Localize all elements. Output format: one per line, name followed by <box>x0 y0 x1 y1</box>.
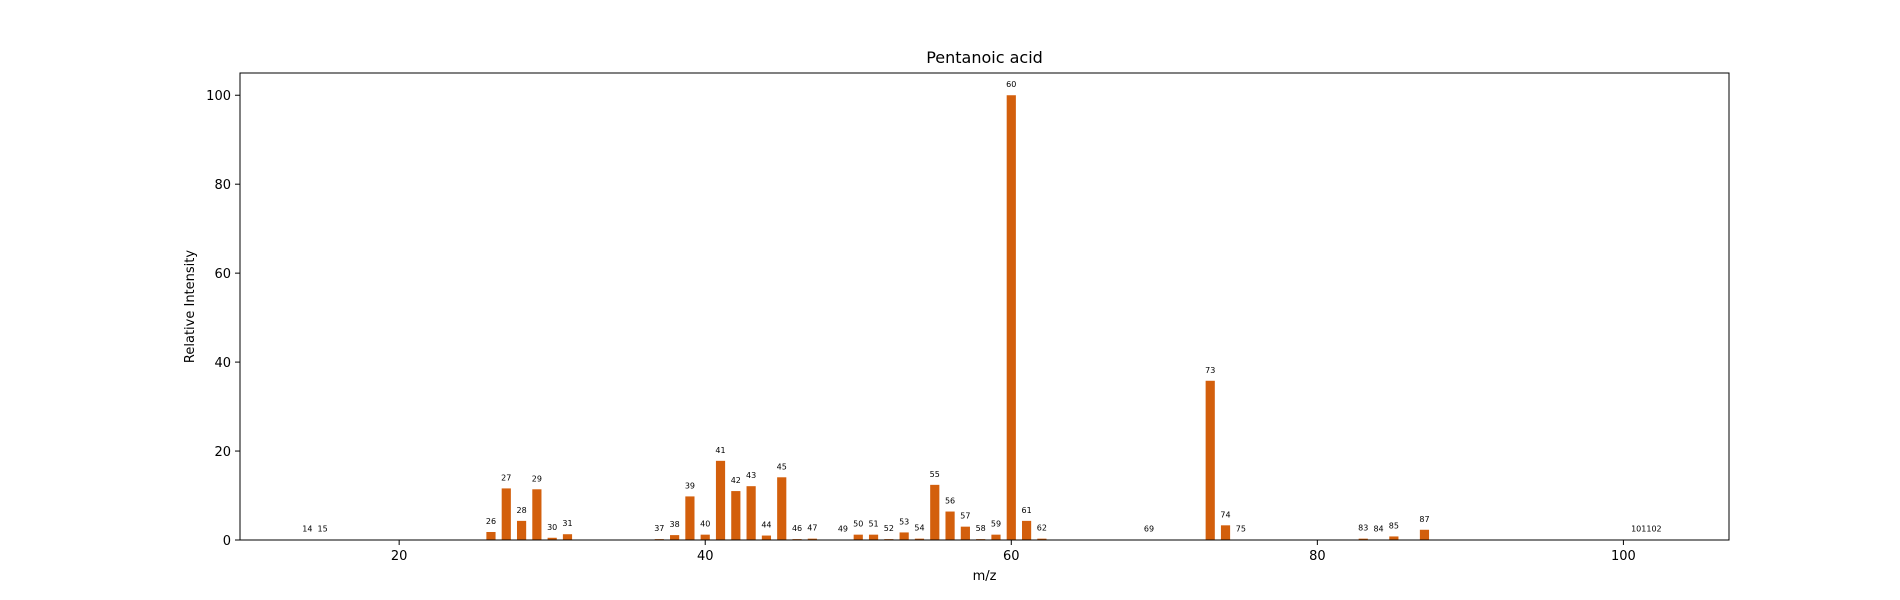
bar-31 <box>562 534 573 540</box>
bar-53 <box>899 532 909 540</box>
bar-54 <box>914 538 925 540</box>
bar-label-60: 60 <box>1006 80 1016 89</box>
x-tick-label: 20 <box>391 549 408 564</box>
bar-label-30: 30 <box>547 523 557 532</box>
bar-label-44: 44 <box>761 521 771 530</box>
bar-85 <box>1389 536 1399 540</box>
y-tick-label: 20 <box>214 445 231 460</box>
bar-label-14: 14 <box>302 525 312 534</box>
bar-56 <box>945 511 955 540</box>
bar-label-27: 27 <box>501 473 511 482</box>
bar-labels: 14 15 26 27 28 29 30 31 37 38 39 40 41 42 43 44 45 46 47 49… <box>302 80 1661 533</box>
bar-label-43: 43 <box>746 471 756 480</box>
bar-28 <box>516 520 527 540</box>
bar-label-15: 15 <box>318 525 328 534</box>
x-tick-label: 40 <box>697 549 714 564</box>
bar-74 <box>1220 525 1231 540</box>
bar-label-37: 37 <box>654 524 664 533</box>
bar-label-26: 26 <box>486 517 496 526</box>
bar-label-29: 29 <box>532 474 542 483</box>
bar-55 <box>930 484 940 540</box>
bar-45 <box>777 477 787 540</box>
bar-label-50: 50 <box>853 520 863 529</box>
y-tick-label: 100 <box>206 89 231 104</box>
bar-label-42: 42 <box>731 476 741 485</box>
bar-39 <box>685 496 695 540</box>
bar-label-84: 84 <box>1373 525 1383 534</box>
bar-41 <box>715 460 726 540</box>
bar-label-54: 54 <box>914 524 924 533</box>
bar-label-51: 51 <box>868 520 878 529</box>
bar-label-53: 53 <box>899 517 909 526</box>
bar-label-75: 75 <box>1236 525 1246 534</box>
bar-59 <box>991 534 1001 540</box>
bar-50 <box>853 534 863 540</box>
bar-label-28: 28 <box>516 506 526 515</box>
x-axis-ticks: 20 40 60 80 100 <box>391 540 1636 564</box>
bar-label-40: 40 <box>700 520 710 529</box>
bar-30 <box>547 537 557 540</box>
bar-43 <box>746 486 756 540</box>
bar-label-102: 102 <box>1646 525 1661 534</box>
bar-29 <box>532 489 542 540</box>
y-tick-label: 80 <box>214 178 231 193</box>
chart-title: Pentanoic acid <box>926 48 1043 67</box>
bar-61 <box>1021 520 1032 540</box>
x-tick-label: 80 <box>1309 549 1326 564</box>
x-tick-label: 100 <box>1611 549 1636 564</box>
y-tick-label: 40 <box>214 356 231 371</box>
bar-42 <box>731 491 741 540</box>
bar-47 <box>807 538 817 540</box>
bar-60 <box>1006 95 1016 540</box>
y-tick-label: 0 <box>223 534 231 549</box>
bar-51 <box>868 534 879 540</box>
bar-label-59: 59 <box>991 520 1001 529</box>
bar-label-55: 55 <box>930 470 940 479</box>
y-axis-ticks: 0 20 40 60 80 100 <box>206 89 240 549</box>
bar-57 <box>960 526 970 540</box>
bar-label-52: 52 <box>884 524 894 533</box>
bar-38 <box>670 535 680 540</box>
bar-label-39: 39 <box>685 481 695 490</box>
x-tick-label: 60 <box>1003 549 1020 564</box>
bar-label-62: 62 <box>1037 524 1047 533</box>
bar-27 <box>501 488 511 540</box>
bar-label-83: 83 <box>1358 524 1368 533</box>
bar-26 <box>486 531 496 540</box>
bar-label-57: 57 <box>960 512 970 521</box>
bar-label-73: 73 <box>1205 366 1215 375</box>
bar-44 <box>761 535 772 540</box>
bar-label-58: 58 <box>976 524 986 533</box>
bar-label-74: 74 <box>1220 510 1230 519</box>
bar-label-47: 47 <box>807 524 817 533</box>
y-axis-label: Relative Intensity <box>183 250 198 363</box>
bar-label-38: 38 <box>670 520 680 529</box>
bar-series <box>302 95 1659 540</box>
bar-label-49: 49 <box>838 525 848 534</box>
bar-83 <box>1358 538 1368 540</box>
y-tick-label: 60 <box>214 267 231 282</box>
bar-62 <box>1037 538 1047 540</box>
bar-label-46: 46 <box>792 524 802 533</box>
bar-label-101: 101 <box>1631 525 1646 534</box>
bar-label-85: 85 <box>1389 521 1399 530</box>
bar-40 <box>700 534 710 540</box>
bar-label-45: 45 <box>777 462 787 471</box>
bar-73 <box>1205 380 1215 540</box>
bar-label-87: 87 <box>1419 515 1429 524</box>
plot-frame <box>239 72 1730 541</box>
bar-label-31: 31 <box>562 519 572 528</box>
x-axis-label: m/z <box>973 569 997 584</box>
bar-label-69: 69 <box>1144 525 1154 534</box>
bar-label-56: 56 <box>945 497 955 506</box>
bar-87 <box>1419 529 1430 540</box>
bar-label-41: 41 <box>715 446 725 455</box>
bar-label-61: 61 <box>1021 506 1031 515</box>
